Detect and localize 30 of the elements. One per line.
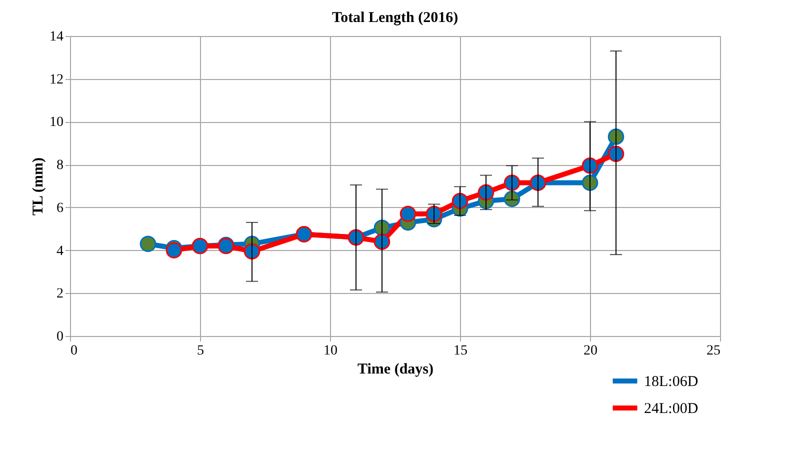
x-tick-label: 25 — [706, 344, 720, 358]
x-tick-label: 0 — [70, 344, 78, 358]
point — [478, 184, 494, 201]
y-tick-label: 14 — [50, 30, 64, 44]
legend-label: 24L:00D — [644, 401, 698, 417]
y-tick-label: 2 — [56, 286, 64, 302]
x-tick-label: 15 — [454, 344, 468, 358]
y-axis-title: TL (mm) — [30, 158, 46, 216]
y-tick-label: 6 — [56, 200, 64, 216]
point — [582, 157, 598, 174]
x-tick-label: 10 — [324, 344, 338, 358]
y-tick-label: 12 — [50, 72, 64, 88]
point — [374, 234, 390, 250]
x-tick-label: 5 — [197, 344, 204, 358]
point — [140, 236, 156, 252]
y-tick-label: 10 — [50, 115, 64, 130]
chart-title: Total Length (2016) — [332, 10, 458, 26]
y-tick-label: 8 — [56, 158, 64, 174]
x-axis-title: Time (days) — [358, 362, 434, 378]
point — [608, 128, 624, 145]
point — [244, 243, 260, 260]
y-tick-label: 0 — [56, 330, 64, 344]
legend-label: 18L:06D — [644, 374, 698, 390]
point — [452, 192, 468, 210]
point — [504, 174, 520, 191]
point — [400, 206, 416, 222]
point — [582, 174, 598, 191]
x-tick-label: 20 — [584, 344, 598, 358]
point — [608, 146, 624, 162]
y-tick-label: 4 — [56, 244, 64, 259]
